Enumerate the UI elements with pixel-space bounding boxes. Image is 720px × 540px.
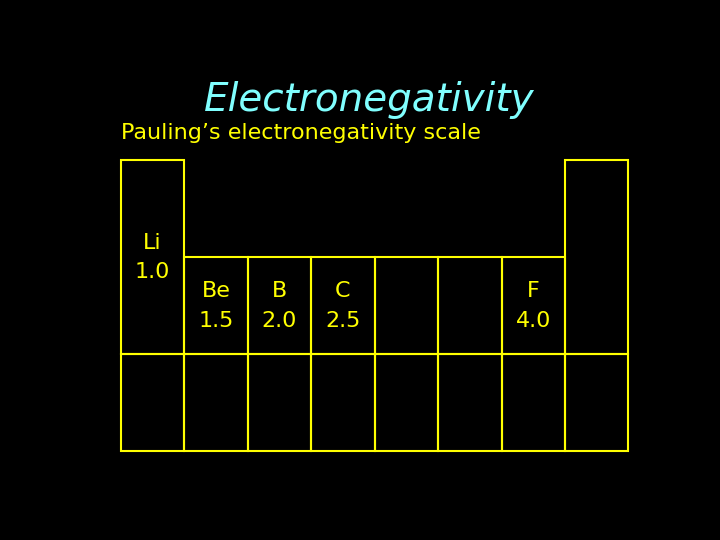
Text: Electronegativity: Electronegativity (204, 81, 534, 119)
Text: Pauling’s electronegativity scale: Pauling’s electronegativity scale (121, 124, 480, 144)
Text: 1.0: 1.0 (135, 262, 170, 282)
Bar (374, 354, 438, 451)
Bar (374, 258, 438, 354)
Bar (311, 354, 374, 451)
Text: Li: Li (143, 233, 162, 253)
Bar (565, 160, 629, 354)
Bar (502, 354, 565, 451)
Text: Be: Be (202, 281, 230, 301)
Bar (248, 258, 311, 354)
Text: 2.5: 2.5 (325, 310, 361, 330)
Text: 2.0: 2.0 (261, 310, 297, 330)
Bar (438, 258, 502, 354)
Bar (184, 258, 248, 354)
Text: C: C (335, 281, 351, 301)
Bar (565, 354, 629, 451)
Bar (121, 160, 184, 354)
Bar (248, 354, 311, 451)
Text: F: F (527, 281, 539, 301)
Text: 1.5: 1.5 (198, 310, 233, 330)
Bar (121, 354, 184, 451)
Bar (438, 354, 502, 451)
Bar (311, 258, 374, 354)
Bar (184, 354, 248, 451)
Text: 4.0: 4.0 (516, 310, 551, 330)
Text: B: B (271, 281, 287, 301)
Bar (502, 258, 565, 354)
